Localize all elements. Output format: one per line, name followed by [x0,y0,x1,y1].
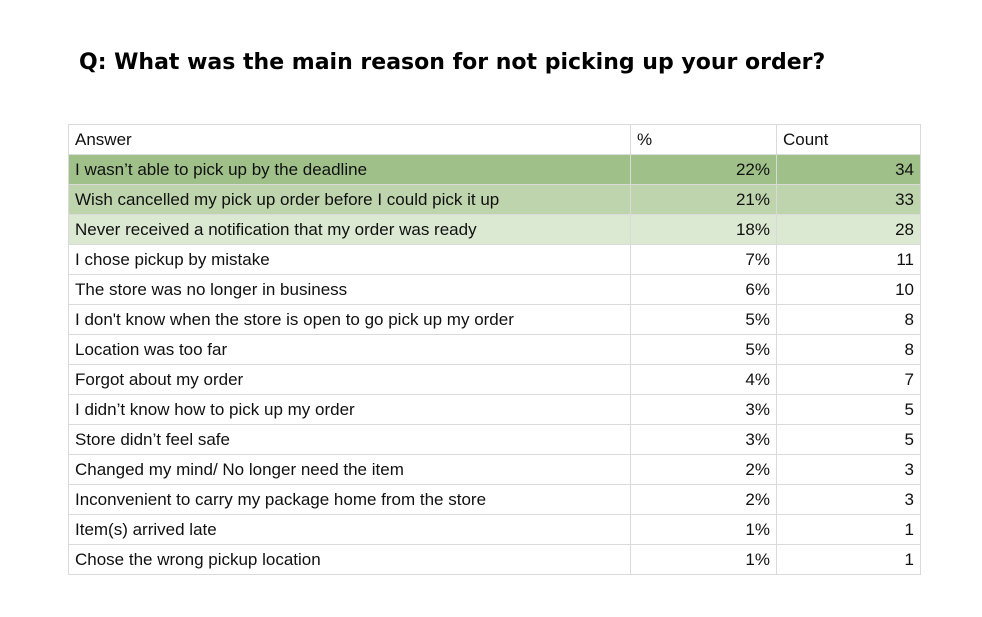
table-row: Item(s) arrived late 1% 1 [68,514,921,545]
header-count: Count [776,124,921,155]
answer-cell: Store didn’t feel safe [68,424,631,455]
percent-cell: 1% [630,544,777,575]
table-row: Location was too far 5% 8 [68,334,921,365]
table-row: Never received a notification that my or… [68,214,921,245]
table-row: I wasn’t able to pick up by the deadline… [68,154,921,185]
answer-cell: Forgot about my order [68,364,631,395]
percent-cell: 22% [630,154,777,185]
count-cell: 28 [776,214,921,245]
count-cell: 5 [776,394,921,425]
table-row: Store didn’t feel safe 3% 5 [68,424,921,455]
count-cell: 10 [776,274,921,305]
answer-cell: Changed my mind/ No longer need the item [68,454,631,485]
count-cell: 3 [776,484,921,515]
count-cell: 8 [776,304,921,335]
answer-cell: Chose the wrong pickup location [68,544,631,575]
table-row: Wish cancelled my pick up order before I… [68,184,921,215]
table-row: Chose the wrong pickup location 1% 1 [68,544,921,575]
percent-cell: 2% [630,454,777,485]
table-row: Forgot about my order 4% 7 [68,364,921,395]
table-row: Changed my mind/ No longer need the item… [68,454,921,485]
count-cell: 5 [776,424,921,455]
percent-cell: 3% [630,394,777,425]
answer-cell: I wasn’t able to pick up by the deadline [68,154,631,185]
table-row: I chose pickup by mistake 7% 11 [68,244,921,275]
count-cell: 8 [776,334,921,365]
answer-cell: I don't know when the store is open to g… [68,304,631,335]
percent-cell: 21% [630,184,777,215]
percent-cell: 18% [630,214,777,245]
count-cell: 34 [776,154,921,185]
percent-cell: 5% [630,334,777,365]
count-cell: 1 [776,544,921,575]
table-row: I don't know when the store is open to g… [68,304,921,335]
percent-cell: 6% [630,274,777,305]
survey-results-table: Answer % Count I wasn’t able to pick up … [68,124,921,575]
answer-cell: Location was too far [68,334,631,365]
percent-cell: 5% [630,304,777,335]
table-row: Inconvenient to carry my package home fr… [68,484,921,515]
header-percent: % [630,124,777,155]
count-cell: 1 [776,514,921,545]
percent-cell: 3% [630,424,777,455]
count-cell: 3 [776,454,921,485]
percent-cell: 2% [630,484,777,515]
answer-cell: I chose pickup by mistake [68,244,631,275]
answer-cell: I didn’t know how to pick up my order [68,394,631,425]
percent-cell: 1% [630,514,777,545]
count-cell: 11 [776,244,921,275]
table-header-row: Answer % Count [68,124,921,155]
answer-cell: The store was no longer in business [68,274,631,305]
percent-cell: 4% [630,364,777,395]
header-answer: Answer [68,124,631,155]
answer-cell: Wish cancelled my pick up order before I… [68,184,631,215]
question-title: Q: What was the main reason for not pick… [79,50,826,75]
answer-cell: Item(s) arrived late [68,514,631,545]
table-row: I didn’t know how to pick up my order 3%… [68,394,921,425]
table-row: The store was no longer in business 6% 1… [68,274,921,305]
answer-cell: Never received a notification that my or… [68,214,631,245]
percent-cell: 7% [630,244,777,275]
count-cell: 7 [776,364,921,395]
answer-cell: Inconvenient to carry my package home fr… [68,484,631,515]
count-cell: 33 [776,184,921,215]
